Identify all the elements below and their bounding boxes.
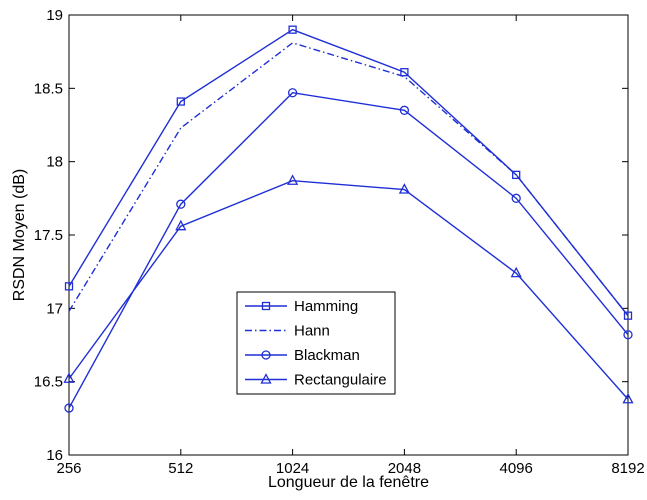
y-tick-label: 16.5 <box>34 374 63 391</box>
data-point-rectangulaire <box>175 219 187 231</box>
data-point-hamming <box>512 170 521 180</box>
data-point-blackman <box>287 88 298 98</box>
data-point-rectangulaire <box>398 183 410 194</box>
data-point-blackman <box>176 199 186 209</box>
x-tick-label: 256 <box>56 460 81 477</box>
series-hamming <box>64 25 633 320</box>
data-point-blackman <box>399 105 410 115</box>
y-tick-label: 19 <box>46 7 63 24</box>
data-point-blackman <box>623 330 633 340</box>
y-tick-label: 17 <box>46 300 63 317</box>
legend-item-blackman: Blackman <box>245 347 360 364</box>
series-line-blackman <box>68 91 629 409</box>
x-axis-title: Longueur de la fenêtre <box>268 474 429 491</box>
data-point-hamming <box>176 97 185 106</box>
x-tick-label: 2048 <box>388 460 421 477</box>
data-point-hamming <box>64 282 74 291</box>
data-point-hamming <box>623 311 633 320</box>
series-line-hamming <box>68 28 629 317</box>
legend-label: Hann <box>294 323 330 340</box>
y-tick-label: 16 <box>46 447 63 464</box>
x-tick-label: 512 <box>168 460 193 477</box>
data-point-hamming <box>400 68 409 77</box>
series-rectangulaire <box>63 174 634 404</box>
data-point-blackman <box>511 193 521 203</box>
legend-label: Blackman <box>294 347 360 364</box>
data-point-rectangulaire <box>63 372 75 383</box>
x-tick-label: 4096 <box>500 460 533 477</box>
data-point-rectangulaire <box>622 392 634 404</box>
y-axis-title: RSDN Moyen (dB) <box>11 169 28 301</box>
legend-label: Hamming <box>294 298 358 315</box>
series-blackman <box>64 88 633 413</box>
x-tick-label: 8192 <box>611 460 644 477</box>
legend-item-hann: Hann <box>245 323 330 340</box>
legend-item-hamming: Hamming <box>245 298 358 315</box>
series-line-hann <box>68 42 629 317</box>
legend-item-rectangulaire: Rectangulaire <box>245 372 387 389</box>
legend-marker <box>260 373 272 384</box>
series-layer <box>63 25 634 413</box>
data-point-rectangulaire <box>510 266 522 278</box>
legend-marker <box>261 350 271 360</box>
y-tick-label: 18 <box>46 154 63 171</box>
x-tick-label: 1024 <box>276 460 309 477</box>
series-line-rectangulaire <box>68 180 629 400</box>
legend-label: Rectangulaire <box>294 372 387 389</box>
y-tick-label: 17.5 <box>34 227 63 244</box>
axis-ticks: 256 512 1024 2048 4096 8192 16 16.5 17 17.5 18 18.5… <box>34 7 645 477</box>
legend: Hamming Hann Blackman Rectangulaire <box>236 291 396 395</box>
data-point-blackman <box>64 403 74 413</box>
data-point-hamming <box>288 25 297 34</box>
data-point-rectangulaire <box>287 174 299 185</box>
series-hann <box>68 42 629 317</box>
y-tick-label: 18.5 <box>34 80 63 97</box>
legend-marker <box>261 301 271 311</box>
